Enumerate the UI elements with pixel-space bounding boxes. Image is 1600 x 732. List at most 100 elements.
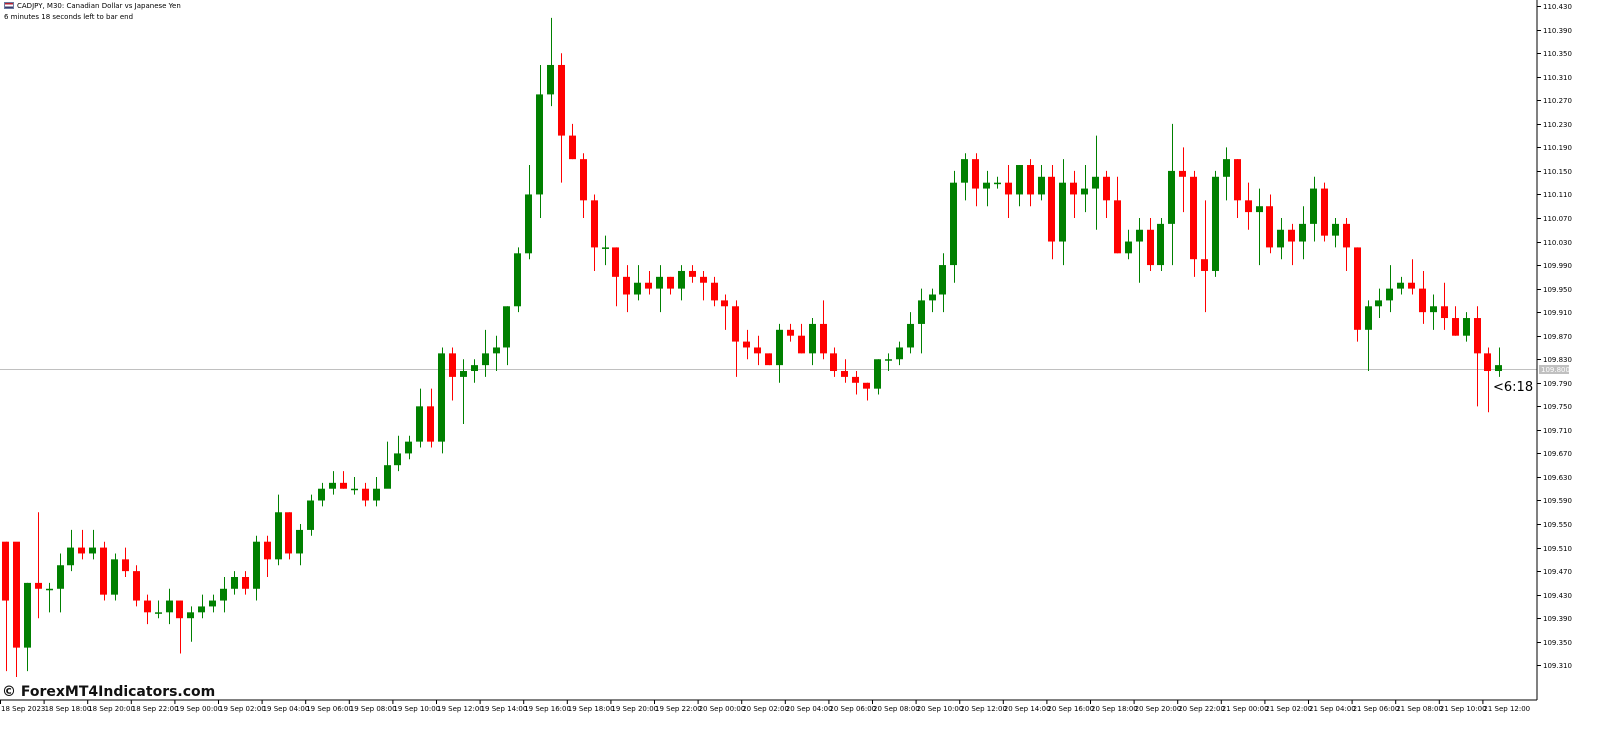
bearish-candle — [1103, 170, 1110, 218]
x-tick-label: 20 Sep 12:00 — [960, 705, 1007, 713]
candle-body — [1005, 182, 1012, 195]
y-tick-label: 109.390 — [1543, 615, 1572, 623]
bullish-candle — [89, 529, 96, 560]
candle-body — [220, 588, 227, 601]
candle-body — [89, 547, 96, 554]
candle-body — [678, 270, 685, 289]
y-tick-label: 109.630 — [1543, 474, 1572, 482]
candle-body — [296, 529, 303, 554]
candle-body — [198, 606, 205, 613]
candle-body — [1092, 176, 1099, 189]
bullish-candle — [1397, 276, 1404, 295]
x-tick-label: 19 Sep 06:00 — [306, 705, 353, 713]
bullish-candle — [885, 353, 892, 372]
y-tick-label: 109.470 — [1543, 568, 1572, 576]
bearish-candle — [1419, 270, 1426, 324]
candle-body — [1059, 182, 1066, 242]
bullish-candle — [220, 577, 227, 613]
candle-body — [1256, 206, 1263, 213]
bearish-candle — [743, 329, 750, 360]
y-tick-label: 109.830 — [1543, 356, 1572, 364]
x-tick-label: 20 Sep 04:00 — [786, 705, 833, 713]
bullish-candle — [656, 265, 663, 313]
candle-body — [1408, 282, 1415, 289]
bearish-candle — [1452, 306, 1459, 336]
bearish-candle — [35, 512, 42, 619]
candle-body — [1038, 176, 1045, 195]
x-tick-label: 19 Sep 20:00 — [611, 705, 658, 713]
bullish-candle — [253, 535, 260, 601]
candle-body — [1016, 165, 1023, 195]
bullish-candle — [907, 312, 914, 354]
candle-body — [623, 276, 630, 295]
bullish-candle — [482, 329, 489, 377]
bullish-candle — [1059, 159, 1066, 266]
bullish-candle — [1256, 188, 1263, 266]
candle-body — [525, 194, 532, 254]
bullish-candle — [678, 265, 685, 301]
candle-body — [536, 94, 543, 195]
y-tick-label: 110.030 — [1543, 239, 1572, 247]
bullish-candle — [961, 153, 968, 201]
y-tick-label: 109.990 — [1543, 262, 1572, 270]
bullish-candle — [1125, 229, 1132, 260]
bullish-candle — [438, 347, 445, 454]
bar-timer-label: <6:18 — [1493, 380, 1534, 395]
candle-body — [362, 488, 369, 501]
candle-body — [1495, 365, 1502, 372]
x-tick-label: 20 Sep 08:00 — [873, 705, 920, 713]
current-price-tag — [1539, 365, 1569, 374]
bullish-candle — [307, 494, 314, 536]
bullish-candle — [24, 582, 31, 672]
candle-body — [329, 482, 336, 489]
y-tick-label: 110.390 — [1543, 27, 1572, 35]
candle-body — [438, 353, 445, 442]
bearish-candle — [645, 270, 652, 295]
bullish-candle — [547, 17, 554, 107]
bearish-candle — [841, 359, 848, 383]
bullish-candle — [1157, 217, 1164, 271]
candle-body — [176, 600, 183, 619]
candle-body — [416, 406, 423, 442]
bullish-candle — [918, 288, 925, 354]
candle-body — [1103, 176, 1110, 201]
bearish-candle — [1266, 194, 1273, 254]
bullish-candle — [776, 323, 783, 383]
candle-body — [100, 547, 107, 595]
y-tick-label: 110.150 — [1543, 168, 1572, 176]
bearish-candle — [1114, 176, 1121, 254]
bullish-candle — [209, 594, 216, 613]
candle-body — [1125, 241, 1132, 254]
bearish-candle — [2, 541, 9, 672]
bullish-candle — [514, 247, 521, 313]
candle-body — [1386, 288, 1393, 301]
bullish-candle — [296, 524, 303, 566]
candle-body — [1048, 176, 1055, 242]
candle-body — [122, 559, 129, 572]
candle-body — [1147, 229, 1154, 266]
bullish-candle — [57, 553, 64, 613]
bearish-candle — [700, 270, 707, 301]
bearish-candle — [711, 276, 718, 307]
candle-body — [896, 347, 903, 360]
y-tick-label: 109.510 — [1543, 545, 1572, 553]
candle-body — [1027, 165, 1034, 195]
candle-body — [1136, 229, 1143, 242]
bearish-candle — [1441, 282, 1448, 330]
y-tick-label: 110.110 — [1543, 191, 1572, 199]
bearish-candle — [1048, 165, 1055, 260]
bullish-candle — [1223, 147, 1230, 201]
candle-body — [787, 329, 794, 336]
candle-body — [972, 159, 979, 189]
x-tick-label: 21 Sep 12:00 — [1483, 705, 1530, 713]
bullish-candle — [939, 253, 946, 313]
candle-body — [307, 500, 314, 530]
bullish-candle — [634, 265, 641, 301]
candle-body — [1168, 170, 1175, 224]
bearish-candle — [787, 323, 794, 342]
x-tick-label: 21 Sep 02:00 — [1265, 705, 1312, 713]
bearish-candle — [569, 123, 576, 160]
candle-body — [471, 365, 478, 372]
